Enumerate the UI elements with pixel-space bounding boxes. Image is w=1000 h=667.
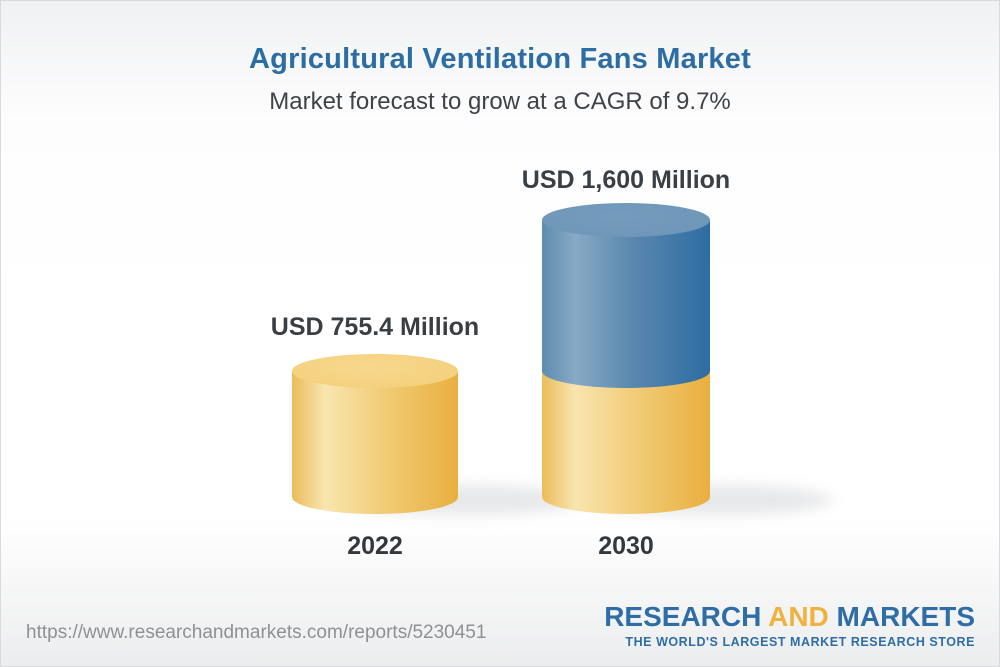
value-label-2022: USD 755.4 Million <box>270 313 480 341</box>
logo-word-research: RESEARCH <box>604 601 762 632</box>
logo-tagline: THE WORLD'S LARGEST MARKET RESEARCH STOR… <box>625 635 975 649</box>
bar-2022-cylinder <box>292 354 458 514</box>
report-url-link[interactable]: https://www.researchandmarkets.com/repor… <box>26 622 487 643</box>
logo-word-and: AND <box>768 601 829 632</box>
research-and-markets-logo: RESEARCH AND MARKETS THE WORLD'S LARGEST… <box>604 603 975 649</box>
logo-word-markets: MARKETS <box>836 601 975 632</box>
bar-2030-yellow-segment <box>542 371 710 514</box>
bar-2030-blue-segment <box>542 220 710 388</box>
axis-label-2022: 2022 <box>347 532 403 560</box>
page-subtitle: Market forecast to grow at a CAGR of 9.7… <box>269 88 731 115</box>
axis-label-2030: 2030 <box>598 532 654 560</box>
page-title: Agricultural Ventilation Fans Market <box>249 43 751 75</box>
logo-wordmark: RESEARCH AND MARKETS <box>604 603 975 631</box>
bar-2030-cylinder <box>542 203 710 514</box>
value-label-2030: USD 1,600 Million <box>521 166 731 194</box>
